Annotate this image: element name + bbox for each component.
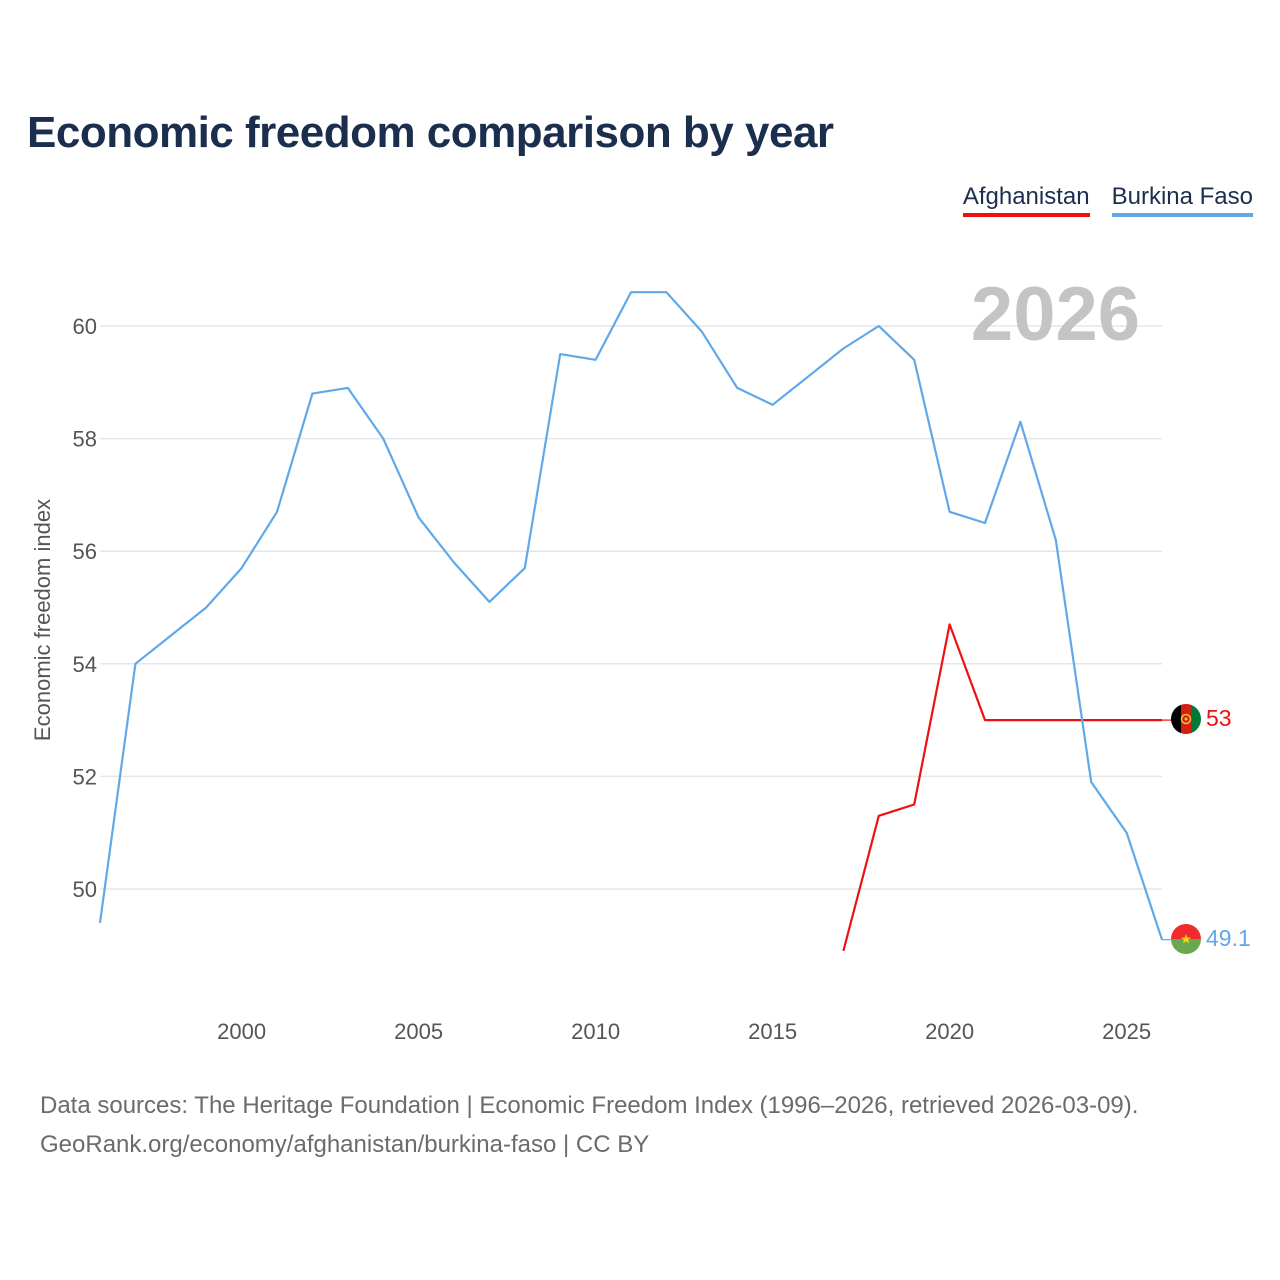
y-tick-label: 52: [73, 764, 97, 789]
afghanistan-end-label: 53: [1206, 705, 1232, 731]
y-axis-title: Economic freedom index: [30, 499, 55, 741]
y-tick-label: 56: [73, 539, 97, 564]
chart-footer: Data sources: The Heritage Foundation | …: [40, 1086, 1138, 1164]
x-tick-label: 2000: [217, 1019, 266, 1044]
year-watermark: 2026: [971, 272, 1140, 357]
series-burkina-faso: [98, 291, 1172, 941]
burkina-faso-flag-icon: [1171, 924, 1201, 954]
x-tick-label: 2010: [571, 1019, 620, 1044]
chart-legend: Afghanistan Burkina Faso: [962, 183, 1253, 217]
data-sources-note: Data sources: The Heritage Foundation | …: [40, 1092, 1139, 1119]
credit-link[interactable]: GeoRank.org/economy/afghanistan/burkina-…: [40, 1131, 650, 1158]
y-tick-label: 60: [73, 314, 97, 339]
burkina-faso-end-label: 49.1: [1206, 925, 1251, 951]
series-line-afghanistan: [842, 623, 1162, 952]
series-afghanistan: [842, 623, 1172, 952]
series-lines: [98, 291, 1172, 952]
x-tick-label: 2025: [1102, 1019, 1151, 1044]
x-tick-label: 2005: [394, 1019, 443, 1044]
y-axis-ticks: 50 52 54 56 58 60: [73, 314, 97, 902]
series-line-burkina-faso: [98, 291, 1164, 941]
afghanistan-flag-icon: [1171, 704, 1201, 734]
gridlines: [100, 325, 1162, 890]
legend-item-burkina-faso[interactable]: Burkina Faso: [1111, 183, 1253, 217]
x-tick-label: 2015: [748, 1019, 797, 1044]
y-tick-label: 50: [73, 877, 97, 902]
x-tick-label: 2020: [925, 1019, 974, 1044]
y-tick-label: 54: [73, 652, 97, 677]
chart-title: Economic freedom comparison by year: [27, 108, 834, 157]
x-axis-ticks: 2000 2005 2010 2015 2020 2025: [217, 1019, 1151, 1044]
legend-item-afghanistan[interactable]: Afghanistan: [962, 183, 1090, 217]
y-tick-label: 58: [73, 427, 97, 452]
